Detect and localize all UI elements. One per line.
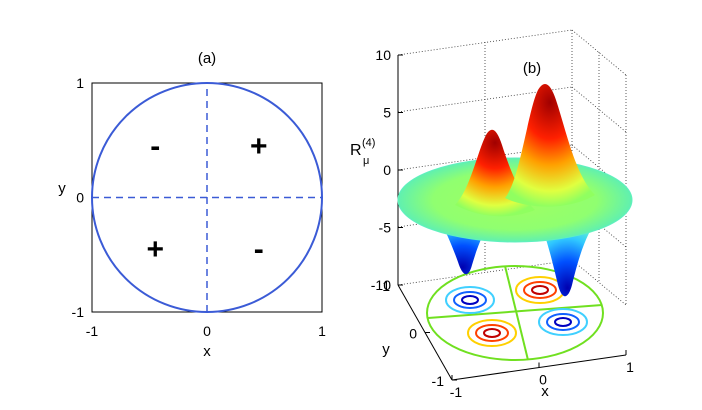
z-label-main: R: [350, 142, 362, 159]
x3d-tick-label: 1: [626, 359, 634, 375]
z-label-sup: (4): [362, 137, 375, 149]
z-tick-label: 0: [383, 162, 391, 178]
z-tick-label: 10: [375, 47, 391, 63]
y-tick-label: 0: [76, 190, 84, 206]
panel-a-plot: - + + -: [91, 82, 323, 313]
quadrant-sign: -: [150, 130, 160, 163]
x-tick-label: -1: [86, 323, 99, 339]
panel-b-x-axis-label: x: [541, 383, 549, 400]
panel-b-contour-projection: [426, 265, 604, 361]
y-tick-label: -1: [72, 304, 85, 320]
x3d-tick-label: -1: [450, 384, 463, 400]
y3d-tick-label: 1: [382, 278, 390, 294]
contour-divider-x: [427, 304, 603, 319]
z-tick-label: 5: [383, 105, 391, 121]
z-tick-label: -5: [379, 220, 392, 236]
panel-a-x-axis-label: x: [203, 343, 211, 360]
y3d-tick-label: -1: [432, 373, 445, 389]
panel-a: -1 0 1 -1 0 1 - + + - (a) x y: [58, 50, 326, 360]
x-tick-label: 0: [203, 323, 211, 339]
x3d-tick-label: 0: [539, 372, 547, 388]
quadrant-sign: +: [146, 233, 164, 266]
contour-divider-y: [504, 265, 529, 361]
panel-b-title: (b): [523, 60, 541, 77]
contour-boundary: [426, 265, 604, 361]
y3d-tick-label: 0: [409, 326, 417, 342]
x-tick-label: 1: [318, 323, 326, 339]
z-tick-label: -10: [371, 277, 391, 293]
panel-b-y-axis-label: y: [382, 341, 390, 358]
surface-peak-right: [505, 84, 595, 207]
panel-a-title: (a): [198, 50, 216, 67]
quadrant-sign: -: [254, 233, 264, 266]
panel-b-surface: [397, 84, 633, 297]
y-tick-label: 1: [76, 75, 84, 91]
panel-a-ticks: -1 0 1 -1 0 1: [72, 75, 327, 339]
z-label-sub: μ: [363, 155, 369, 167]
panel-a-y-axis-label: y: [58, 180, 66, 197]
panel-b-z-axis-label: R μ (4): [350, 137, 375, 167]
quadrant-sign: +: [250, 130, 268, 163]
